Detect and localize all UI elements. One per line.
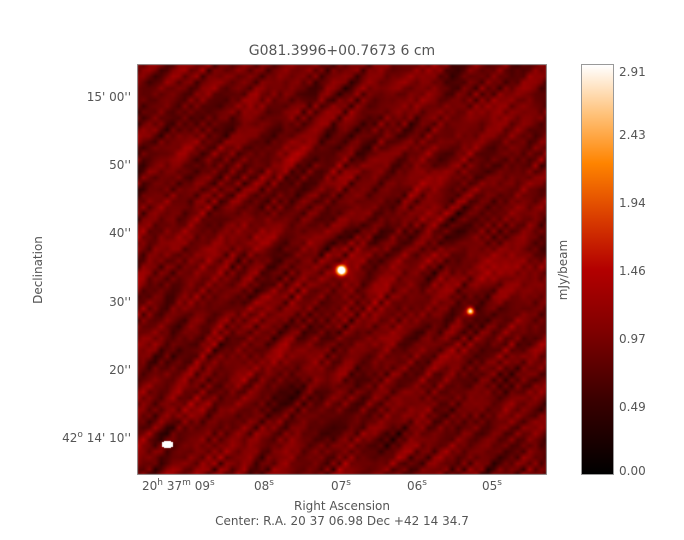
radio-map xyxy=(137,64,547,475)
x-tick-label: 06s xyxy=(407,478,427,493)
y-tick-label: 30'' xyxy=(109,295,131,309)
x-tick-label: 05s xyxy=(482,478,502,493)
y-tick-label: 42o 14' 10'' xyxy=(62,430,131,445)
colorbar-tick-label: 0.00 xyxy=(619,464,646,478)
colorbar-tick-label: 2.43 xyxy=(619,128,646,142)
x-tick-label: 08s xyxy=(254,478,274,493)
center-coordinates: Center: R.A. 20 37 06.98 Dec +42 14 34.7 xyxy=(215,514,469,528)
x-tick-label: 20h 37m 09s xyxy=(142,478,215,493)
colorbar-tick-label: 2.91 xyxy=(619,65,646,79)
y-tick-label: 40'' xyxy=(109,226,131,240)
x-tick-label: 07s xyxy=(331,478,351,493)
y-tick-label: 20'' xyxy=(109,363,131,377)
colorbar-label: mJy/beam xyxy=(556,239,570,301)
y-tick-label: 50'' xyxy=(109,158,131,172)
colorbar-tick-label: 1.94 xyxy=(619,196,646,210)
x-axis-label: Right Ascension xyxy=(294,499,390,513)
colorbar-tick-label: 1.46 xyxy=(619,264,646,278)
colorbar-tick-label: 0.97 xyxy=(619,332,646,346)
y-axis-label: Declination xyxy=(31,236,45,304)
chart-title: G081.3996+00.7673 6 cm xyxy=(248,43,436,59)
colorbar xyxy=(581,64,614,475)
y-tick-label: 15' 00'' xyxy=(86,90,131,104)
colorbar-tick-label: 0.49 xyxy=(619,400,646,414)
